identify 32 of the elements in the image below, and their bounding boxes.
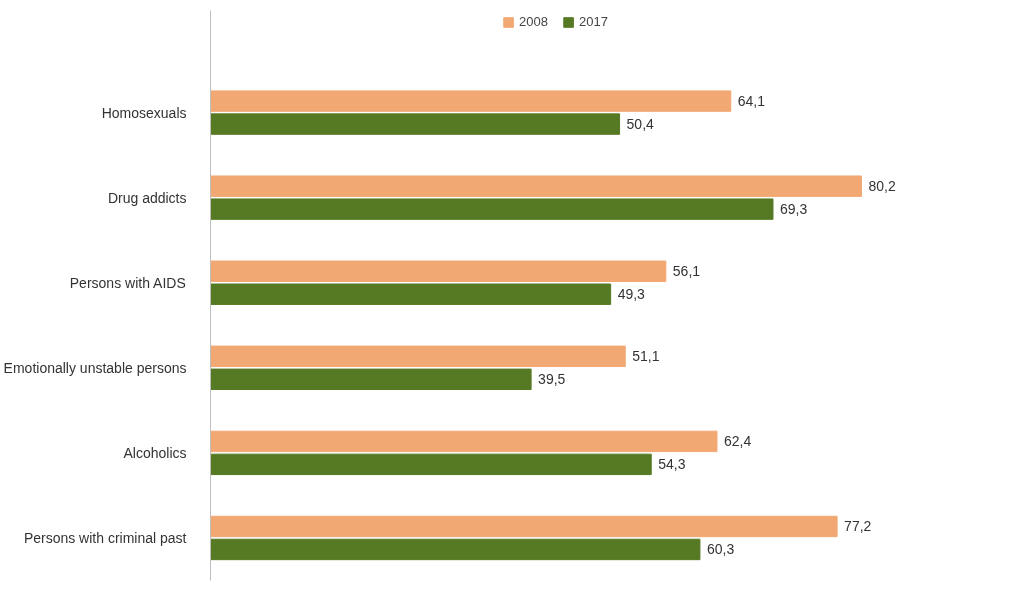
legend-label: 2017 — [579, 14, 608, 29]
bar — [210, 283, 612, 305]
y-tick-label: Alcoholics — [123, 444, 187, 461]
data-label: 49,3 — [617, 286, 646, 303]
data-label: 56,1 — [672, 263, 701, 280]
data-label: 64,1 — [737, 93, 766, 110]
data-label: 62,4 — [723, 433, 752, 450]
y-tick-label: Homosexuals — [101, 104, 187, 121]
bar — [210, 538, 701, 561]
data-label: 39,5 — [538, 371, 566, 388]
data-label: 51,1 — [632, 348, 660, 365]
data-label: 77,2 — [844, 518, 872, 535]
data-label: 69,3 — [779, 201, 808, 218]
y-tick-label: Emotionally unstable persons — [3, 359, 187, 376]
data-label: 60,3 — [706, 541, 735, 558]
legend-label: 2008 — [519, 14, 548, 29]
bar — [210, 175, 862, 197]
bar — [210, 453, 652, 476]
bar — [210, 260, 667, 282]
y-tick-label: Persons with criminal past — [23, 529, 187, 546]
bar — [210, 430, 718, 453]
data-label: 50,4 — [626, 116, 655, 133]
y-tick-label: Drug addicts — [107, 189, 187, 206]
bar — [210, 198, 774, 220]
bar — [210, 345, 626, 368]
bar — [210, 90, 732, 112]
data-label: 54,3 — [658, 456, 686, 473]
data-label: 80,2 — [868, 178, 896, 195]
bar — [210, 113, 621, 135]
bar — [210, 515, 838, 538]
bar — [210, 368, 532, 391]
y-tick-label: Persons with AIDS — [69, 274, 186, 291]
